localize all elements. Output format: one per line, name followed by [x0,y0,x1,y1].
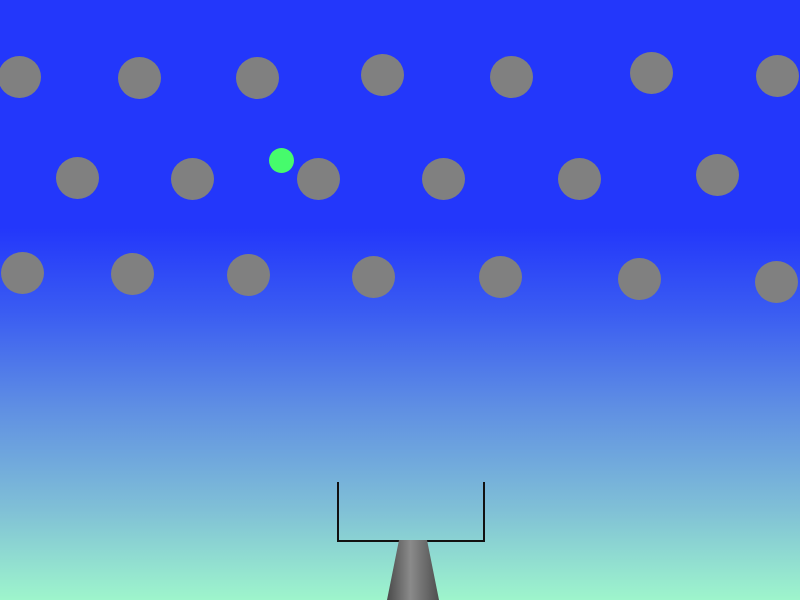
peg [56,157,99,199]
peg [118,57,161,99]
peg [696,154,739,196]
peg [1,252,44,294]
peg [361,54,404,96]
peg [0,56,41,98]
peg [236,57,279,99]
peg [755,261,798,303]
ball [269,148,294,173]
peg [558,158,601,200]
bucket [337,482,485,542]
peg [227,254,270,296]
peg [422,158,465,200]
peg [479,256,522,298]
peg [630,52,673,94]
peg [756,55,799,97]
peg [490,56,533,98]
peg [352,256,395,298]
peg [618,258,661,300]
peg [111,253,154,295]
cannon-icon[interactable] [386,540,440,600]
peg [297,158,340,200]
peg [171,158,214,200]
